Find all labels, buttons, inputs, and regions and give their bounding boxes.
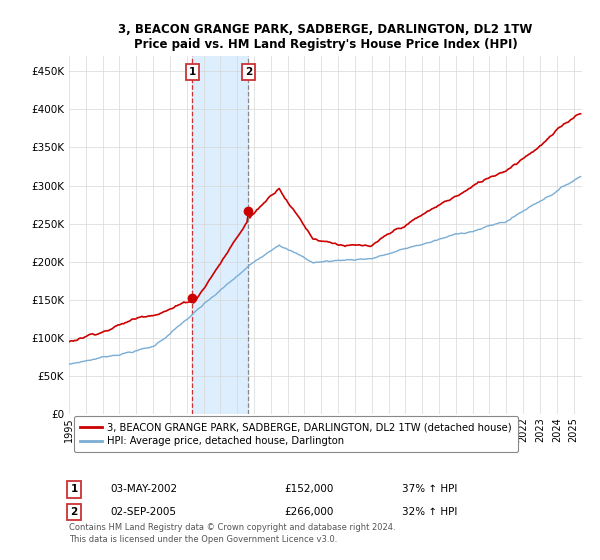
Text: 2: 2 bbox=[245, 67, 252, 77]
Text: 02-SEP-2005: 02-SEP-2005 bbox=[110, 507, 176, 517]
Text: Contains HM Land Registry data © Crown copyright and database right 2024.: Contains HM Land Registry data © Crown c… bbox=[69, 522, 395, 531]
Text: £152,000: £152,000 bbox=[284, 484, 334, 494]
Text: 37% ↑ HPI: 37% ↑ HPI bbox=[403, 484, 458, 494]
Title: 3, BEACON GRANGE PARK, SADBERGE, DARLINGTON, DL2 1TW
Price paid vs. HM Land Regi: 3, BEACON GRANGE PARK, SADBERGE, DARLING… bbox=[118, 22, 533, 50]
Text: 2: 2 bbox=[71, 507, 78, 517]
Bar bbox=[192, 56, 248, 414]
Text: 32% ↑ HPI: 32% ↑ HPI bbox=[403, 507, 458, 517]
Text: 03-MAY-2002: 03-MAY-2002 bbox=[110, 484, 177, 494]
Legend: 3, BEACON GRANGE PARK, SADBERGE, DARLINGTON, DL2 1TW (detached house), HPI: Aver: 3, BEACON GRANGE PARK, SADBERGE, DARLING… bbox=[74, 416, 518, 452]
Text: 1: 1 bbox=[188, 67, 196, 77]
Text: This data is licensed under the Open Government Licence v3.0.: This data is licensed under the Open Gov… bbox=[69, 535, 337, 544]
Text: £266,000: £266,000 bbox=[284, 507, 334, 517]
Text: 1: 1 bbox=[71, 484, 78, 494]
